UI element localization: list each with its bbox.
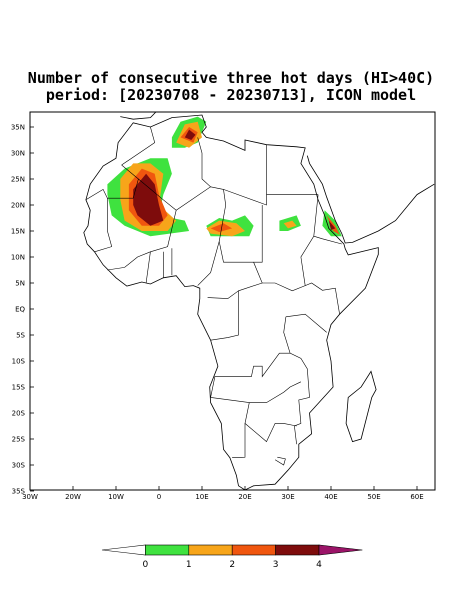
coastline	[345, 370, 377, 443]
lat-label: 25S	[12, 436, 26, 444]
axis-labels: 35N 30N 25N 20N 15N 10N 5N EQ 5S 10S 15S 20S 25S 30S 3…	[11, 124, 424, 502]
border	[274, 456, 286, 466]
title-line: Number of consecutive three hot days (HI…	[28, 69, 434, 87]
lon-label: 20W	[65, 493, 81, 501]
border	[138, 144, 267, 211]
lat-label: 35S	[12, 488, 26, 496]
border	[107, 210, 177, 271]
lon-label: 40E	[324, 493, 337, 501]
colorbar-label: 4	[316, 560, 322, 570]
heat-area	[210, 223, 233, 232]
colorbar-label: 1	[186, 560, 192, 570]
lat-label: 35N	[11, 124, 25, 132]
lat-label: EQ	[15, 306, 25, 314]
colorbar-label: 0	[143, 560, 149, 570]
border	[244, 402, 297, 443]
coastline	[306, 155, 435, 244]
border	[197, 137, 211, 188]
border	[197, 241, 220, 286]
coastline	[83, 114, 379, 490]
heat-area	[328, 220, 336, 230]
border	[210, 381, 302, 403]
border	[232, 423, 246, 458]
lat-label: 10N	[11, 254, 25, 262]
heat-area	[133, 173, 164, 226]
lat-label: 15N	[11, 228, 25, 236]
border	[207, 290, 239, 341]
lat-label: 5N	[15, 280, 25, 288]
border	[145, 251, 151, 284]
border	[253, 205, 263, 263]
border	[238, 282, 263, 292]
border	[313, 235, 342, 245]
lon-label: 0	[157, 493, 161, 501]
lon-label: 50E	[367, 493, 380, 501]
heat-area	[283, 220, 297, 229]
border	[300, 194, 319, 286]
lat-label: 30S	[12, 462, 26, 470]
lon-label: 30E	[281, 493, 294, 501]
colorbar-end	[101, 544, 146, 556]
lon-label: 20E	[238, 493, 251, 501]
heat-area	[326, 215, 340, 235]
lat-label: 15S	[12, 384, 26, 392]
heat-area	[184, 129, 196, 140]
lat-label: 10S	[12, 358, 26, 366]
colorbar-end	[318, 544, 363, 556]
lon-label: 10E	[195, 493, 208, 501]
border	[85, 164, 139, 201]
lat-label: 20N	[11, 202, 25, 210]
border	[283, 316, 310, 445]
border	[285, 313, 327, 333]
lon-label: 30W	[22, 493, 38, 501]
colorbar-segment	[145, 544, 190, 556]
map-frame	[29, 111, 436, 491]
colorbar-segment	[231, 544, 276, 556]
lat-label: 5S	[16, 332, 25, 340]
border	[121, 126, 156, 166]
colorbar-label: 2	[229, 560, 235, 570]
border	[210, 352, 291, 398]
colorbar-label: 3	[273, 560, 279, 570]
colorbar-segment	[188, 544, 233, 556]
lat-label: 20S	[12, 410, 26, 418]
coastline	[120, 112, 157, 120]
colorbar-segment	[275, 544, 320, 556]
colorbar: 0 1 2 3 4	[101, 544, 363, 570]
lon-label: 10W	[108, 493, 124, 501]
lat-label: 30N	[11, 150, 25, 158]
title-line: period: [20230708 - 20230713], ICON mode…	[46, 86, 416, 104]
border	[94, 198, 113, 253]
lon-label: 60E	[410, 493, 423, 501]
lat-label: 25N	[11, 176, 25, 184]
map-area	[83, 112, 435, 490]
